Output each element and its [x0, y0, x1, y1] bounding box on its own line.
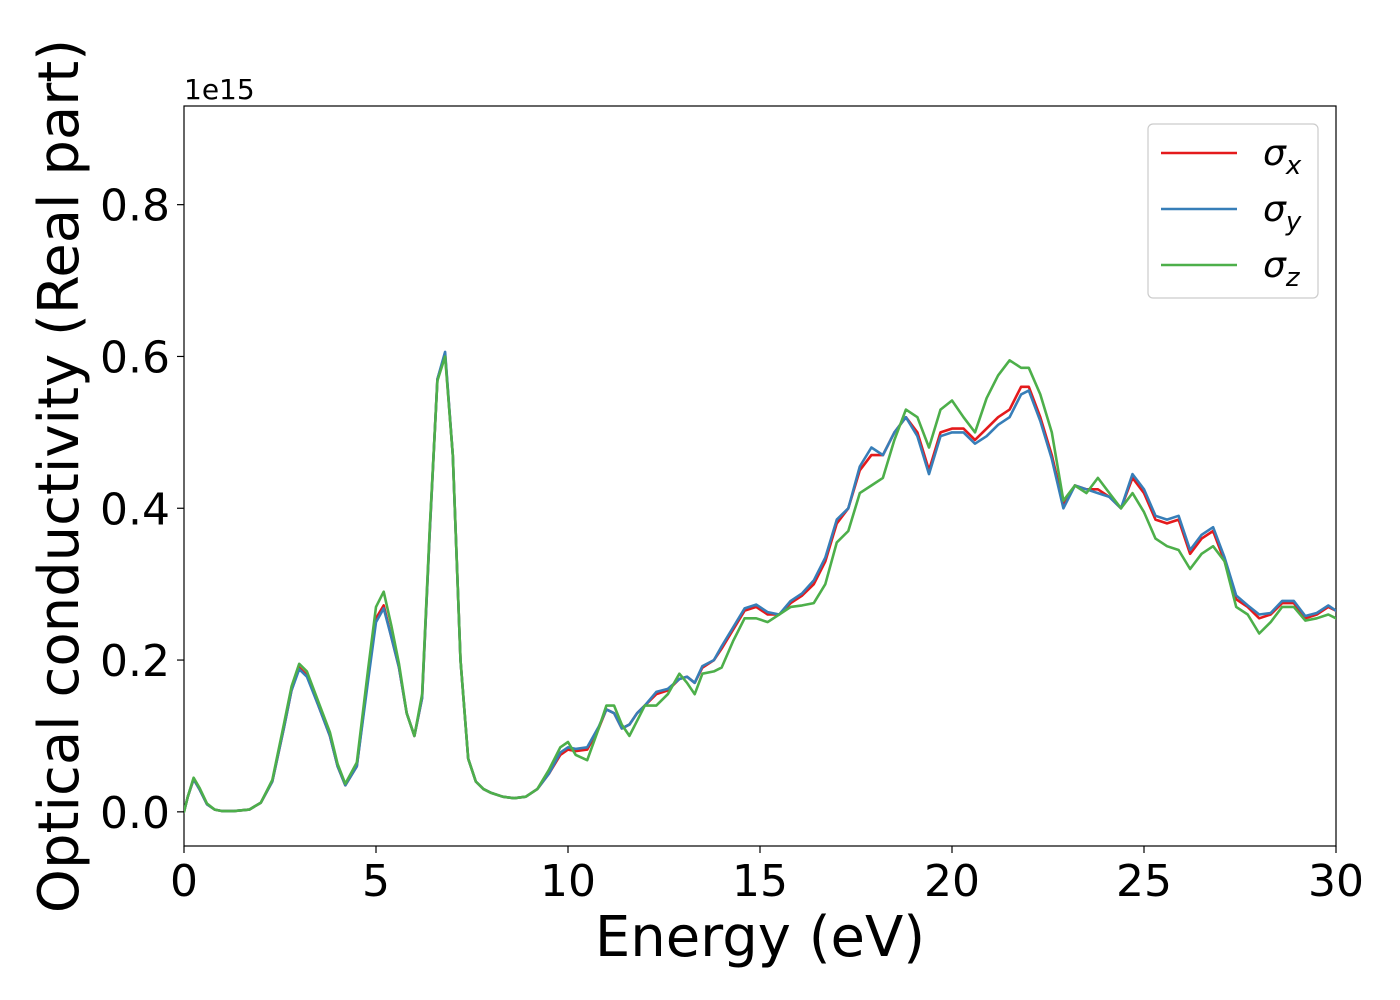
y-tick-label: 0.0	[100, 788, 170, 839]
x-tick-label: 5	[362, 856, 390, 907]
x-tick-label: 30	[1308, 856, 1364, 907]
x-tick-label: 25	[1116, 856, 1172, 907]
x-tick-label: 10	[540, 856, 596, 907]
x-axis-title: Energy (eV)	[595, 905, 925, 970]
x-tick-label: 0	[170, 856, 198, 907]
series-line-z	[184, 355, 1336, 814]
x-axis-ticks: 0 5 10 15 20 25 30	[170, 846, 1364, 907]
x-tick-label: 20	[924, 856, 980, 907]
y-tick-label: 0.6	[100, 332, 170, 383]
y-axis-ticks: 0.0 0.2 0.4 0.6 0.8	[100, 181, 184, 839]
legend-label-z: σz	[1263, 245, 1301, 293]
y-tick-label: 0.2	[100, 636, 170, 687]
y-axis-title: Optical conductivity (Real part)	[27, 39, 92, 913]
plot-area	[183, 105, 1337, 847]
y-tick-label: 0.8	[100, 181, 170, 232]
y-offset-label: 1e15	[184, 73, 255, 106]
x-tick-label: 15	[732, 856, 788, 907]
series-layer	[184, 350, 1336, 814]
legend-box	[1147, 123, 1319, 299]
y-tick-label: 0.4	[100, 484, 170, 535]
